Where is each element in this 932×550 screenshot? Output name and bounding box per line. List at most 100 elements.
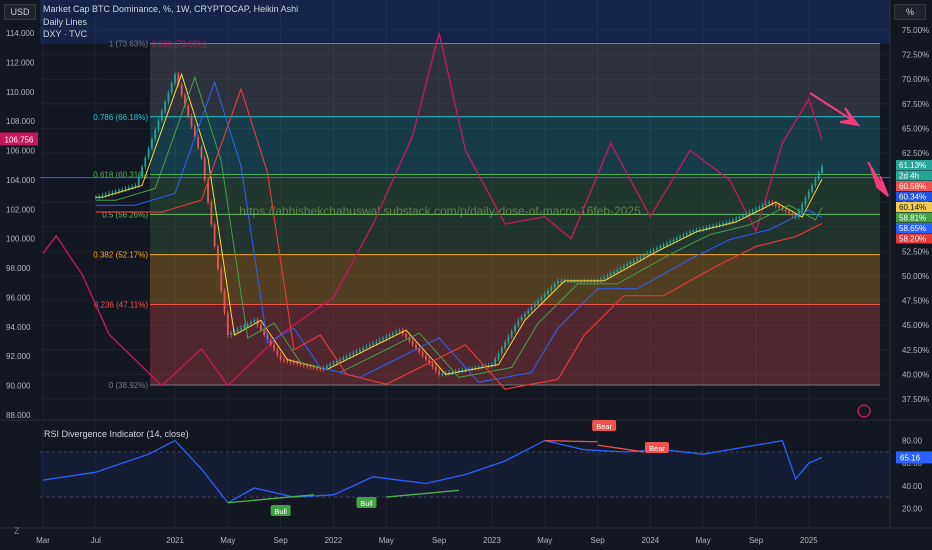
fib-zone	[150, 254, 880, 305]
candle-body	[292, 362, 295, 364]
left-axis-tick: 100.000	[6, 235, 35, 244]
candle-body	[167, 92, 170, 103]
left-axis-tick: 92.000	[6, 352, 31, 361]
candle-body	[481, 366, 483, 368]
candle-body	[471, 368, 474, 370]
right-axis-tick: 45.00%	[902, 321, 929, 330]
price-badge	[896, 233, 932, 244]
candle-body	[811, 185, 813, 192]
percent-button[interactable]: %	[894, 4, 926, 20]
candle-body	[764, 203, 767, 206]
price-badge-label: 58.20%	[899, 235, 926, 244]
candle-body	[477, 367, 480, 369]
candle-body	[131, 186, 134, 188]
candle-body	[200, 147, 203, 158]
x-axis-tick: Sep	[274, 536, 289, 545]
right-axis-tick: 75.00%	[902, 26, 929, 35]
price-badge	[896, 223, 932, 233]
ma-blue	[95, 80, 823, 383]
candle-body	[623, 266, 625, 269]
candle-body	[358, 349, 361, 352]
candle-body	[180, 84, 183, 96]
candle-body	[583, 280, 586, 282]
candle-body	[500, 347, 503, 354]
bear-badge	[644, 442, 669, 453]
candle-body	[111, 192, 114, 194]
candle-body	[391, 333, 394, 336]
dxy-legend-label: DXY · TVC	[43, 29, 88, 39]
candle-body	[550, 287, 553, 291]
dxy-current-label: 106.756	[5, 135, 34, 144]
candle-body	[689, 231, 691, 234]
candle-body	[428, 359, 431, 364]
candle-body	[547, 290, 549, 295]
candle-body	[332, 362, 335, 365]
fib-label: 0.786 (66.18%)	[93, 113, 148, 122]
bull-divergence-line	[386, 489, 459, 498]
candle-body	[675, 238, 678, 240]
price-badge	[896, 212, 932, 223]
candle-body	[751, 210, 754, 213]
candle-body	[646, 253, 648, 256]
candle-body	[679, 236, 681, 239]
candle-body	[741, 215, 744, 217]
candle-body	[593, 280, 596, 282]
bull-badge	[270, 505, 291, 516]
candle-body	[279, 354, 282, 360]
right-axis-tick: 52.50%	[902, 247, 929, 256]
x-axis-tick: Sep	[432, 536, 447, 545]
candle-body	[784, 209, 787, 212]
candle-body	[692, 230, 695, 232]
candle-body	[104, 194, 107, 196]
candle-body	[464, 369, 467, 371]
candle-body	[609, 273, 612, 276]
fib-label: 0.382 (52.17%)	[93, 251, 148, 260]
candle-body	[807, 191, 810, 199]
candle-body	[203, 157, 206, 181]
candle-body	[382, 338, 384, 340]
candle-body	[629, 262, 632, 265]
corner-label: Z	[14, 526, 20, 536]
candle-body	[458, 370, 460, 372]
candle-body	[286, 360, 289, 362]
left-axis-tick: 108.000	[6, 117, 35, 126]
fib-label: 1 (73.63%)	[109, 39, 148, 48]
candle-body	[421, 352, 424, 356]
candle-body	[197, 137, 200, 148]
x-axis-tick: Mar	[36, 536, 50, 545]
rsi-axis-tick: 40.00	[902, 482, 923, 491]
dxy-line	[42, 32, 823, 387]
ma-red	[95, 87, 823, 390]
candle-body	[395, 331, 398, 334]
candle-body	[530, 307, 533, 311]
candle-body	[174, 74, 176, 84]
candle-body	[652, 249, 655, 252]
candle-body	[296, 362, 299, 364]
price-badge-label: 60.58%	[899, 182, 926, 191]
candle-body	[448, 372, 450, 374]
currency-button[interactable]: USD	[4, 4, 36, 20]
fib-extra-label: 0.000 (73.63%)	[152, 39, 207, 48]
x-axis-tick: 2022	[325, 536, 343, 545]
candle-body	[540, 297, 543, 301]
candle-body	[517, 320, 520, 326]
price-badge-label: 60.14%	[899, 203, 926, 212]
candle-body	[302, 364, 305, 366]
candle-body	[240, 327, 242, 330]
candle-body	[738, 216, 741, 219]
candle-body	[114, 191, 117, 193]
candle-body	[329, 364, 332, 367]
candle-body	[355, 351, 358, 354]
price-badge-label: 58.65%	[899, 224, 926, 233]
candle-body	[768, 202, 771, 204]
candle-body	[385, 336, 388, 339]
x-axis-tick: 2025	[800, 536, 818, 545]
candle-body	[266, 335, 269, 340]
alert-icon	[857, 404, 871, 418]
candle-body	[127, 187, 130, 189]
candle-body	[405, 333, 407, 338]
rsi-line	[42, 439, 823, 504]
candle-body	[745, 213, 747, 216]
price-badge-label: 60.34%	[899, 193, 926, 202]
candle-body	[378, 339, 381, 342]
